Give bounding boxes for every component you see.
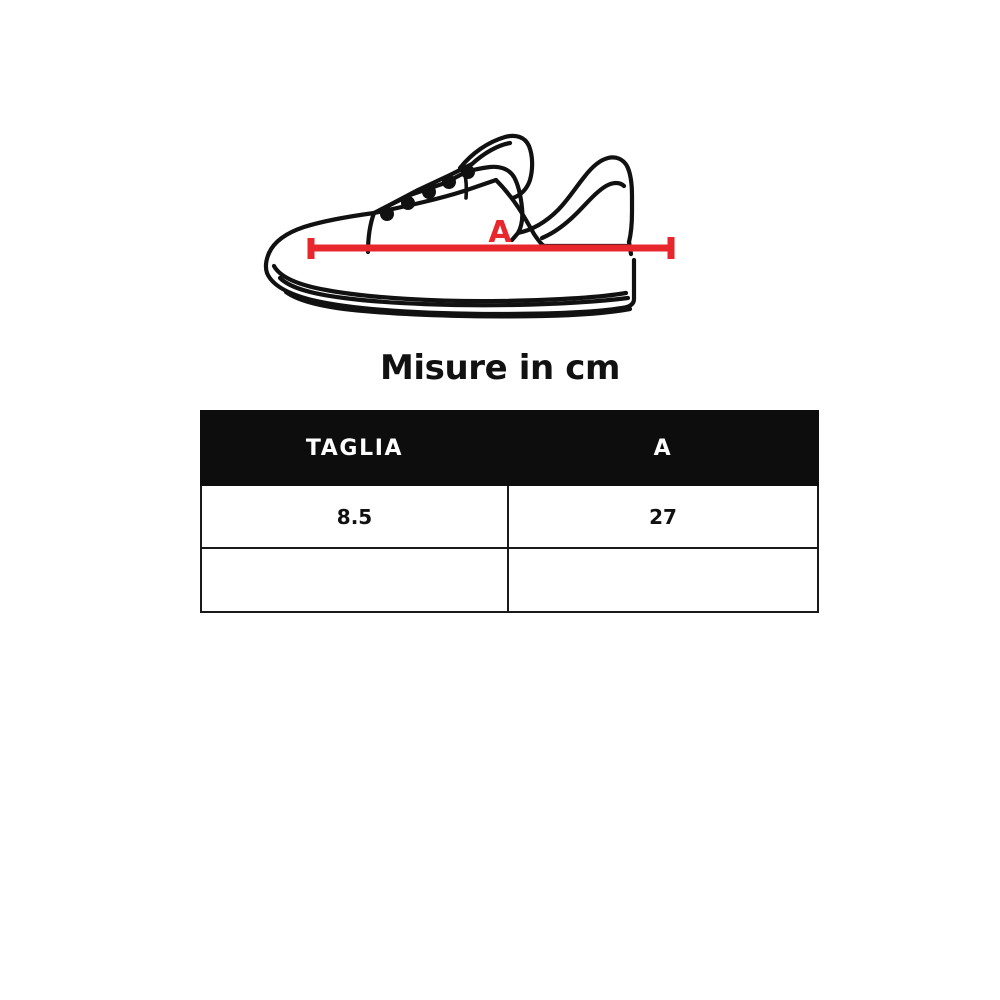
table-row — [200, 547, 819, 613]
page-title: Misure in cm — [379, 348, 621, 388]
shoe-midsole-stripe-1 — [271, 263, 629, 304]
cell-taglia-value: 8.5 — [200, 484, 509, 549]
measurement-label-a: A — [488, 215, 512, 250]
shoe-upper-outline — [266, 164, 525, 256]
shoe-lace-eyelets-group — [380, 165, 475, 221]
table-row: 8.5 27 — [200, 484, 819, 549]
shoe-midsole-top — [263, 250, 637, 317]
shoe-tongue-fold — [469, 140, 513, 167]
cell-taglia-empty — [200, 547, 509, 613]
measurement-line-group — [307, 237, 675, 259]
size-table: TAGLIA A 8.5 27 — [200, 410, 819, 613]
shoe-heel-collar-inner — [539, 180, 627, 241]
eyelet-2 — [401, 196, 415, 210]
shoe-midsole-stripe-2 — [277, 275, 631, 308]
size-table-body: 8.5 27 — [200, 484, 819, 613]
eyelet-4 — [442, 175, 456, 189]
column-header-taglia: TAGLIA — [200, 410, 509, 486]
shoe-tongue — [457, 133, 535, 201]
eyelet-1 — [380, 207, 394, 221]
sneaker-illustration: A — [263, 133, 675, 319]
table-header-row: TAGLIA A — [200, 410, 819, 486]
cell-a-value: 27 — [507, 484, 819, 549]
column-header-a: A — [507, 410, 819, 486]
sneaker-diagram: A — [250, 120, 710, 320]
size-table-head: TAGLIA A — [200, 410, 819, 486]
cell-a-empty — [507, 547, 819, 613]
shoe-heel-counter-outer — [515, 155, 635, 245]
shoe-outsole-bottom — [283, 289, 633, 319]
shoe-outline-group — [263, 133, 637, 319]
eyelet-3 — [422, 185, 436, 199]
shoe-lace-tail — [462, 166, 469, 200]
